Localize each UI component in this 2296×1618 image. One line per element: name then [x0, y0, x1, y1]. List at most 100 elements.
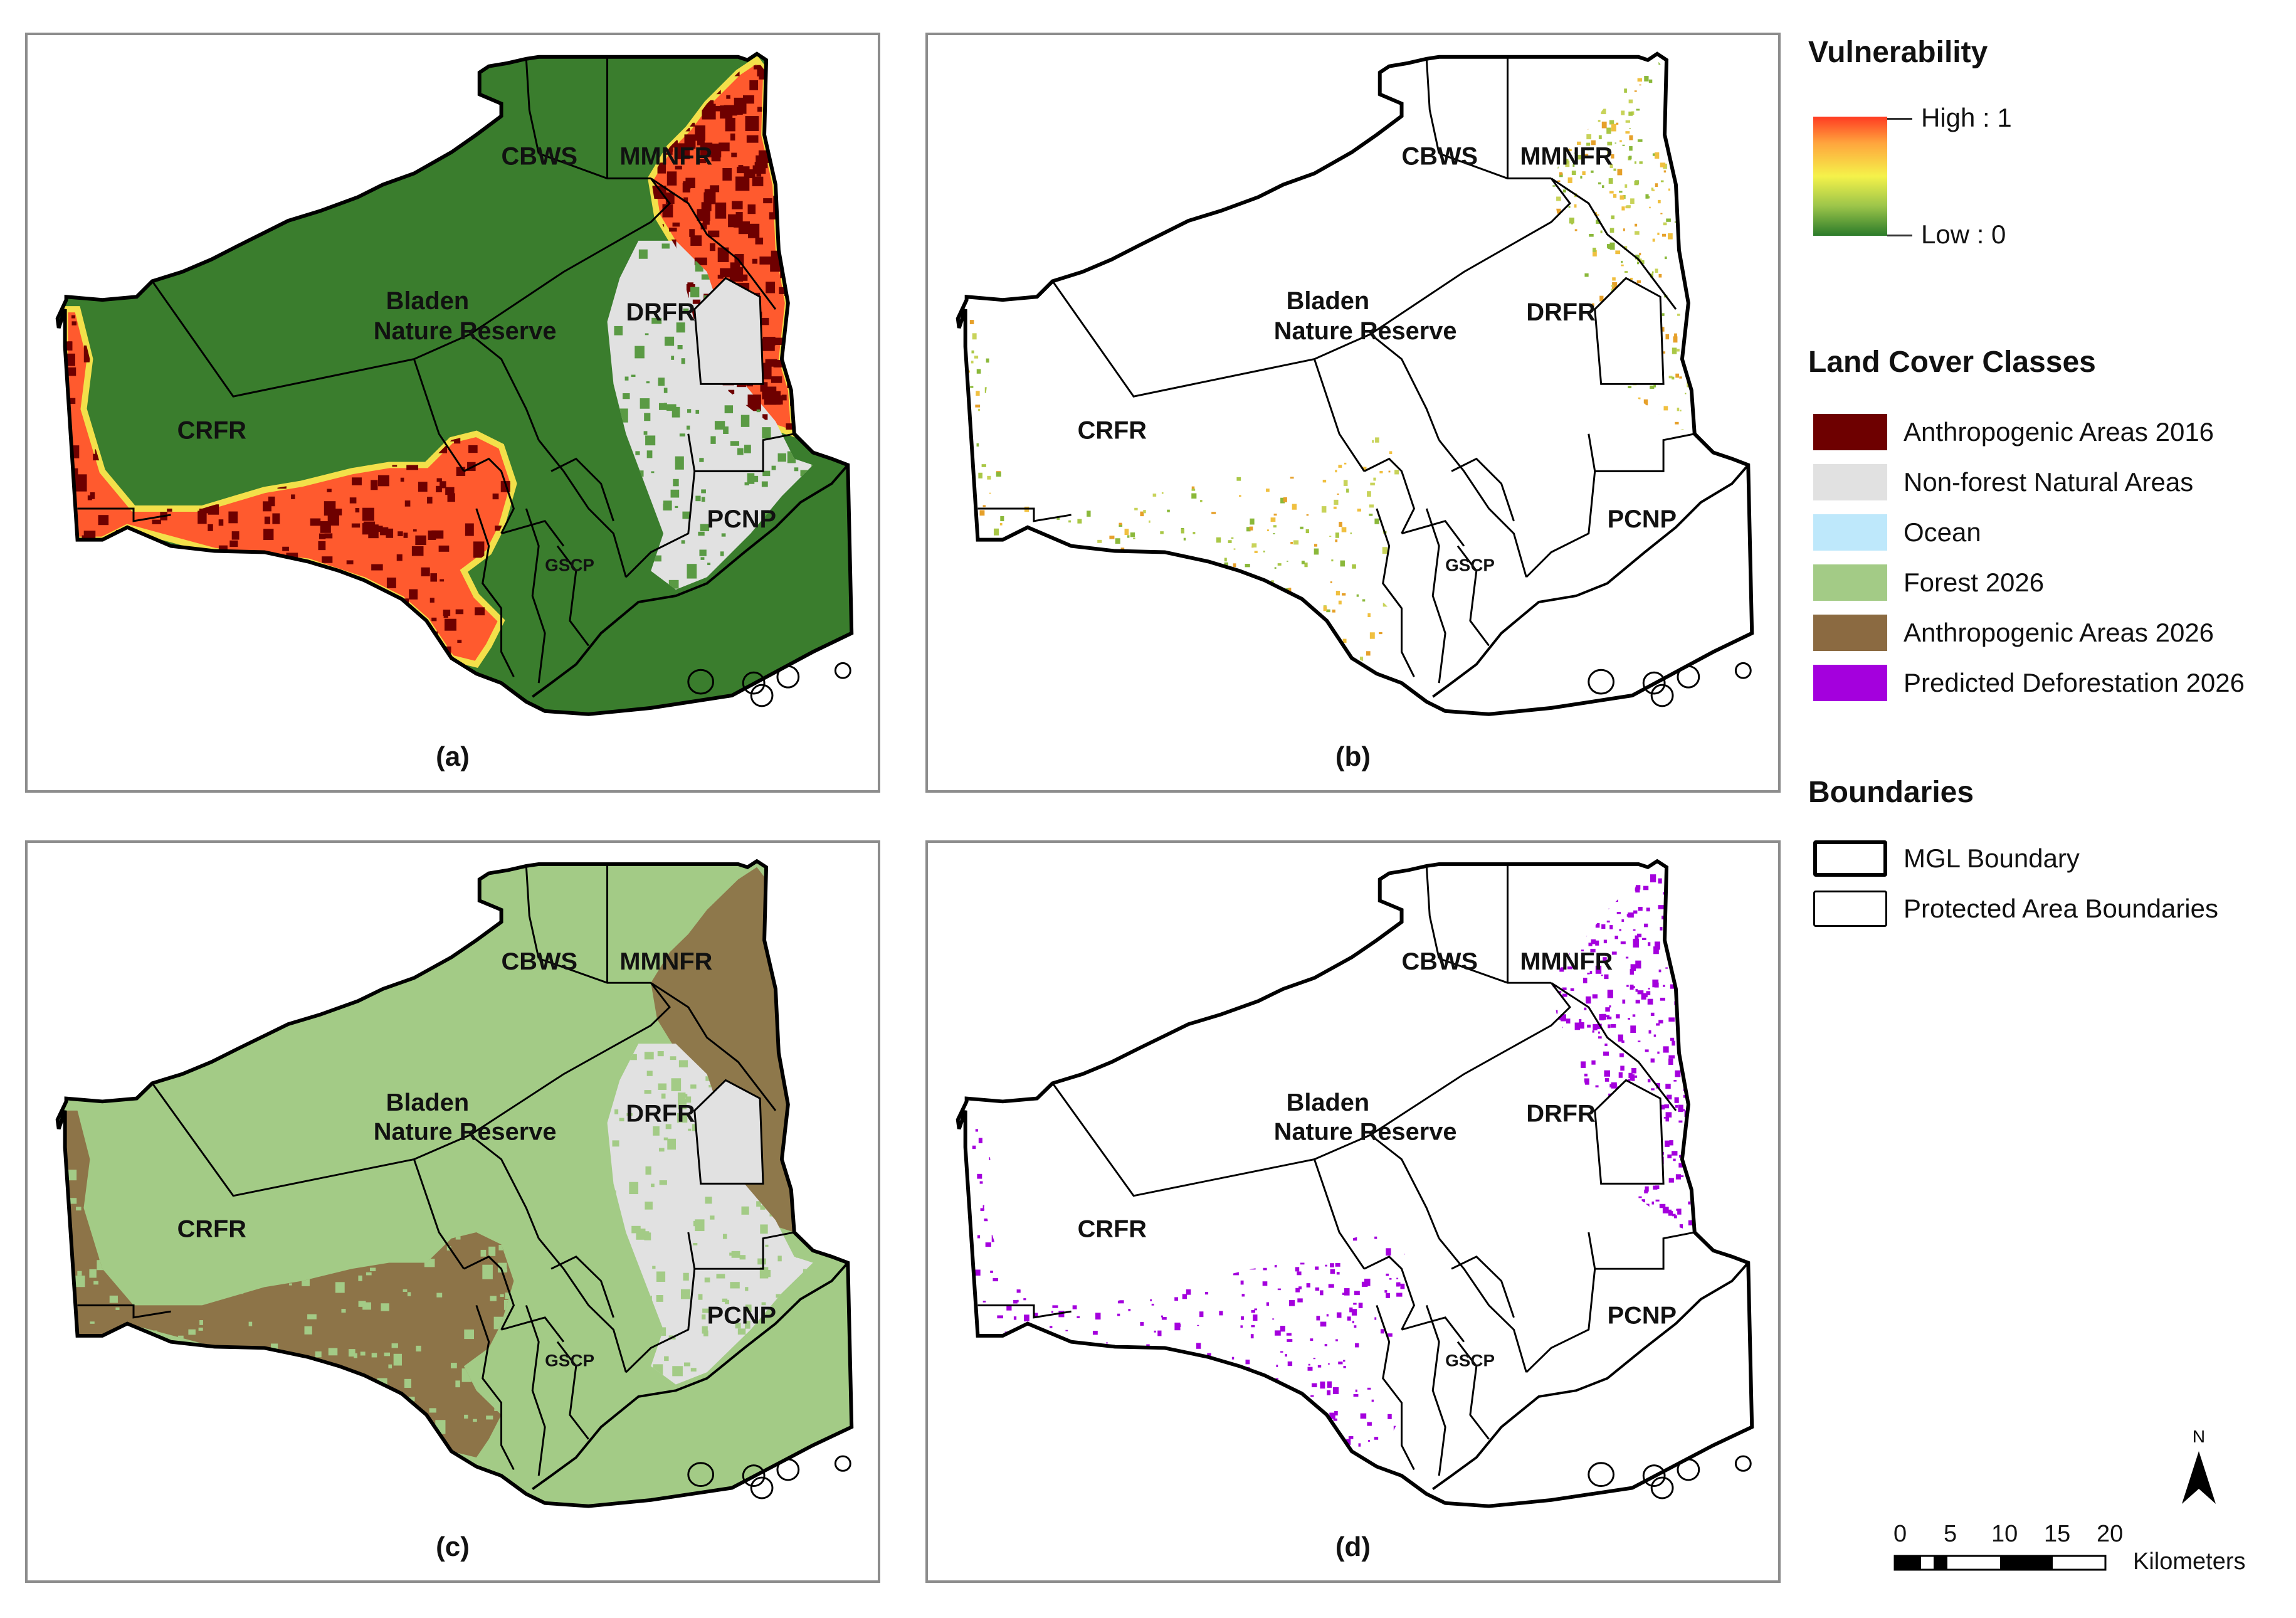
coastline: [532, 464, 849, 698]
panel-caption-d: (d): [1335, 1531, 1371, 1562]
map-label-bladen_line2: Nature Reserve: [1274, 317, 1457, 345]
map-label-pcnp: PCNP: [1608, 1302, 1677, 1329]
low-label: Low : 0: [1921, 219, 2006, 249]
island: [1677, 665, 1700, 689]
map-panel-b: CBWS MMNFR Bladen Nature Reserve DRFR CRFR PCN…: [925, 33, 1781, 793]
legend-label: Protected Area Boundaries: [1904, 894, 2218, 923]
island: [1734, 1455, 1752, 1472]
high-label: High : 1: [1921, 103, 2012, 132]
island: [1642, 1464, 1666, 1488]
island: [834, 662, 851, 679]
protected-area-boundaries: [77, 56, 795, 684]
swatch-mgl-boundary: [1813, 840, 1887, 877]
scale-tick-0: 0: [1893, 1521, 1907, 1547]
island: [687, 1462, 715, 1488]
legend-item-mgl-boundary: MGL Boundary: [1813, 840, 2080, 877]
island: [1588, 1462, 1615, 1488]
map-label-crfr: CRFR: [177, 1215, 246, 1242]
swatch-ocean: [1813, 514, 1887, 551]
swatch-anthropogenic-2026: [1813, 615, 1887, 651]
map-label-drfr: DRFR: [1526, 1100, 1595, 1127]
island: [776, 1458, 800, 1481]
swatch-nonforest: [1813, 464, 1887, 500]
island: [834, 1455, 851, 1472]
mgl-boundary: [55, 859, 854, 1508]
scale-bar-graphic: [1893, 1555, 2107, 1571]
island: [776, 665, 800, 689]
protected-area-boundaries: [77, 864, 795, 1476]
north-label: N: [2193, 1427, 2205, 1446]
map-label-pcnp: PCNP: [707, 1302, 776, 1329]
legend-label: MGL Boundary: [1904, 843, 2080, 873]
map-label-cbws: CBWS: [1402, 143, 1478, 171]
diamond-area: [693, 277, 764, 385]
island: [687, 669, 715, 695]
legend-item-predicted-deforestation: Predicted Deforestation 2026: [1813, 665, 2245, 701]
swatch-forest-2026: [1813, 564, 1887, 601]
map-panel-c: CBWS MMNFR Bladen Nature Reserve DRFR CRFR PCN…: [25, 840, 880, 1583]
diamond-area: [1594, 1079, 1665, 1185]
map-label-gscp: GSCP: [545, 1351, 594, 1370]
map-panel-a: CBWS MMNFR Bladen Nature Reserve DRFR CRFR PCN…: [25, 33, 880, 793]
island: [742, 1464, 766, 1488]
land-cover-legend-title: Land Cover Classes: [1808, 346, 2096, 379]
low-tick: [1887, 235, 1912, 236]
map-label-drfr: DRFR: [1526, 299, 1595, 326]
island: [1650, 684, 1674, 707]
map-label-cbws: CBWS: [1402, 948, 1478, 975]
island: [1677, 1458, 1700, 1481]
map-label-bladen_line2: Nature Reserve: [1274, 1118, 1457, 1145]
map-label-mmnfr: MMNFR: [619, 948, 712, 975]
vulnerability-gradient: [1813, 117, 1887, 236]
map-label-crfr: CRFR: [1078, 417, 1147, 445]
island: [750, 1476, 774, 1499]
north-arrow-icon: N: [2177, 1424, 2221, 1511]
island: [1650, 1476, 1674, 1499]
high-tick: [1887, 118, 1912, 120]
coastline: [1432, 1262, 1749, 1491]
legend-label: Predicted Deforestation 2026: [1904, 668, 2245, 697]
coastline: [532, 1262, 849, 1491]
legend-label: Ocean: [1904, 517, 1981, 547]
legend-label: Non-forest Natural Areas: [1904, 467, 2194, 497]
nonforest-area: [607, 240, 813, 590]
map-label-crfr: CRFR: [1078, 1215, 1147, 1242]
diamond-area: [693, 1079, 764, 1185]
island: [1588, 669, 1615, 695]
scale-tick-5: 5: [1944, 1521, 1957, 1547]
legend-item-nonforest: Non-forest Natural Areas: [1813, 464, 2193, 500]
map-label-pcnp: PCNP: [707, 505, 776, 533]
map-label-drfr: DRFR: [626, 299, 695, 326]
map-label-bladen_line2: Nature Reserve: [374, 1118, 557, 1145]
mgl-boundary: [956, 859, 1754, 1508]
scale-tick-20: 20: [2097, 1521, 2124, 1547]
scale-tick-15: 15: [2044, 1521, 2071, 1547]
island: [742, 671, 766, 695]
island: [1734, 662, 1752, 679]
map-label-bladen_line2: Nature Reserve: [374, 317, 557, 345]
map-label-cbws: CBWS: [502, 143, 577, 171]
map-label-drfr: DRFR: [626, 1100, 695, 1127]
legend-item-anthropogenic-2026: Anthropogenic Areas 2026: [1813, 615, 2214, 651]
mgl-boundary: [956, 51, 1754, 716]
legend-item-protected-area: Protected Area Boundaries: [1813, 891, 2218, 927]
legend-label: Forest 2026: [1904, 568, 2045, 597]
island: [1642, 671, 1666, 695]
swatch-protected-area: [1813, 891, 1887, 927]
panel-caption-b: (b): [1335, 741, 1371, 772]
map-label-pcnp: PCNP: [1608, 505, 1677, 533]
map-panel-d: CBWS MMNFR Bladen Nature Reserve DRFR CRFR PCN…: [925, 840, 1781, 1583]
map-label-mmnfr: MMNFR: [619, 143, 712, 171]
swatch-anthropogenic-2016: [1813, 414, 1887, 450]
map-label-crfr: CRFR: [177, 417, 246, 445]
legend-item-forest-2026: Forest 2026: [1813, 564, 2044, 601]
island: [750, 684, 774, 707]
protected-area-boundaries: [977, 56, 1695, 684]
map-label-mmnfr: MMNFR: [1520, 948, 1613, 975]
map-label-gscp: GSCP: [545, 555, 594, 574]
swatch-predicted-deforestation: [1813, 665, 1887, 701]
